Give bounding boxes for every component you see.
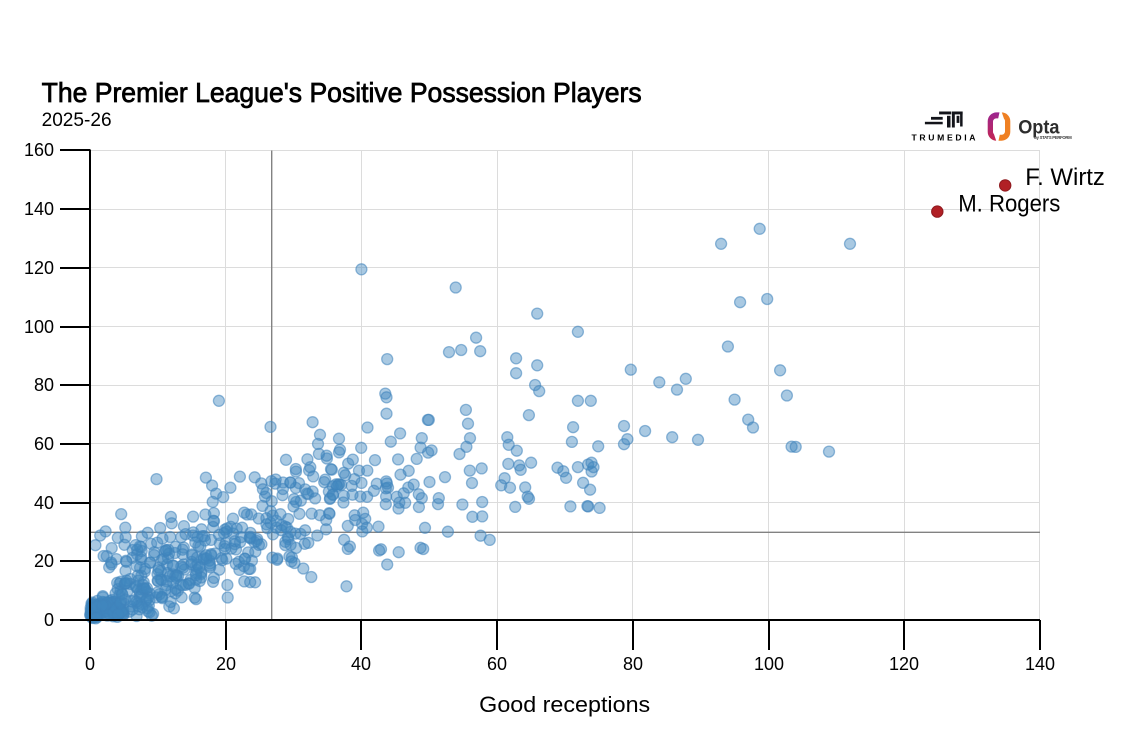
svg-text:60: 60 (487, 654, 507, 674)
svg-text:120: 120 (24, 258, 54, 278)
svg-text:20: 20 (216, 654, 236, 674)
svg-text:Opta: Opta (1018, 117, 1059, 139)
svg-text:by STATS PERFORM: by STATS PERFORM (1034, 135, 1072, 140)
svg-text:60: 60 (34, 434, 54, 454)
svg-text:20: 20 (34, 551, 54, 571)
svg-text:80: 80 (34, 375, 54, 395)
svg-text:100: 100 (754, 654, 784, 674)
svg-text:The Premier League's Positive: The Premier League's Positive Possession… (42, 77, 642, 108)
svg-text:Good receptions: Good receptions (479, 692, 650, 717)
svg-text:F. Wirtz: F. Wirtz (1025, 164, 1105, 191)
svg-text:140: 140 (24, 199, 54, 219)
svg-text:120: 120 (889, 654, 919, 674)
svg-text:40: 40 (351, 654, 371, 674)
svg-text:40: 40 (34, 493, 54, 513)
svg-text:160: 160 (24, 140, 54, 160)
svg-text:140: 140 (1025, 654, 1055, 674)
svg-text:100: 100 (24, 317, 54, 337)
svg-text:2025-26: 2025-26 (42, 109, 112, 131)
svg-text:0: 0 (44, 610, 54, 630)
svg-text:M. Rogers: M. Rogers (958, 191, 1060, 218)
svg-text:TRUMEDIA: TRUMEDIA (912, 133, 976, 143)
svg-text:0: 0 (85, 654, 95, 674)
svg-text:80: 80 (623, 654, 643, 674)
